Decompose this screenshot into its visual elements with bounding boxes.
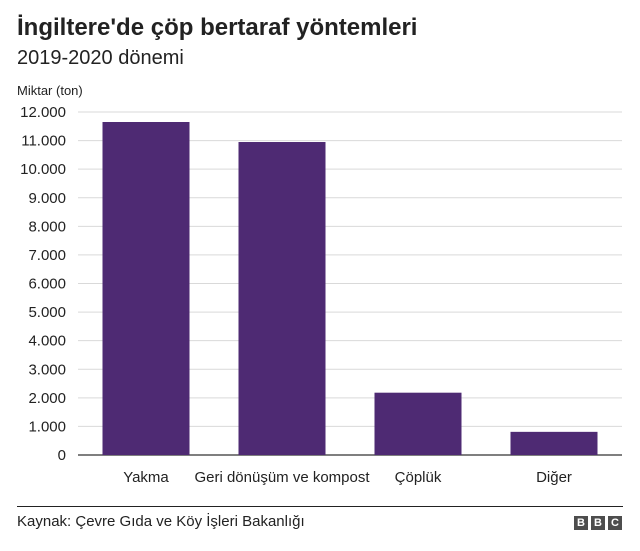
y-tick-label: 0 (58, 447, 66, 464)
logo-letter-b1: B (574, 516, 588, 530)
bar-chart: 0 1.000 2.000 3.000 4.000 5.000 6.000 7.000 8.00… (20, 104, 622, 486)
y-tick-label: 1.000 (28, 418, 66, 435)
logo-letter-b2: B (591, 516, 605, 530)
source-note: Kaynak: Çevre Gıda ve Köy İşleri Bakanlı… (17, 513, 305, 530)
y-tick-label: 5.000 (28, 304, 66, 321)
y-tick-label: 2.000 (28, 390, 66, 407)
bbc-logo: B B C (574, 516, 622, 530)
y-tick-labels: 0 1.000 2.000 3.000 4.000 5.000 6.000 7.000 8.00… (20, 104, 66, 464)
chart-subtitle: 2019-2020 dönemi (17, 47, 184, 69)
bars (102, 122, 598, 456)
y-tick-label: 10.000 (20, 161, 66, 178)
x-tick-label: Çöplük (395, 469, 442, 486)
y-tick-label: 12.000 (20, 104, 66, 121)
bar-4 (510, 431, 598, 455)
logo-letter-c: C (608, 516, 622, 530)
y-tick-label: 9.000 (28, 190, 66, 207)
bar-2 (238, 142, 326, 455)
y-tick-label: 8.000 (28, 218, 66, 235)
x-tick-label: Geri dönüşüm ve kompost (194, 469, 370, 486)
y-tick-label: 7.000 (28, 247, 66, 264)
bar-3 (374, 392, 462, 455)
y-axis-label: Miktar (ton) (17, 83, 83, 98)
x-tick-labels: Yakma Geri dönüşüm ve kompost Çöplük Diğer (123, 469, 572, 486)
x-tick-label: Diğer (536, 469, 572, 486)
y-tick-label: 3.000 (28, 361, 66, 378)
footer-divider (17, 506, 623, 507)
y-tick-label: 4.000 (28, 333, 66, 350)
x-tick-label: Yakma (123, 469, 169, 486)
chart-title: İngiltere'de çöp bertaraf yöntemleri (17, 14, 418, 41)
y-tick-label: 11.000 (21, 133, 66, 150)
bar-1 (102, 122, 190, 456)
y-tick-label: 6.000 (28, 276, 66, 293)
